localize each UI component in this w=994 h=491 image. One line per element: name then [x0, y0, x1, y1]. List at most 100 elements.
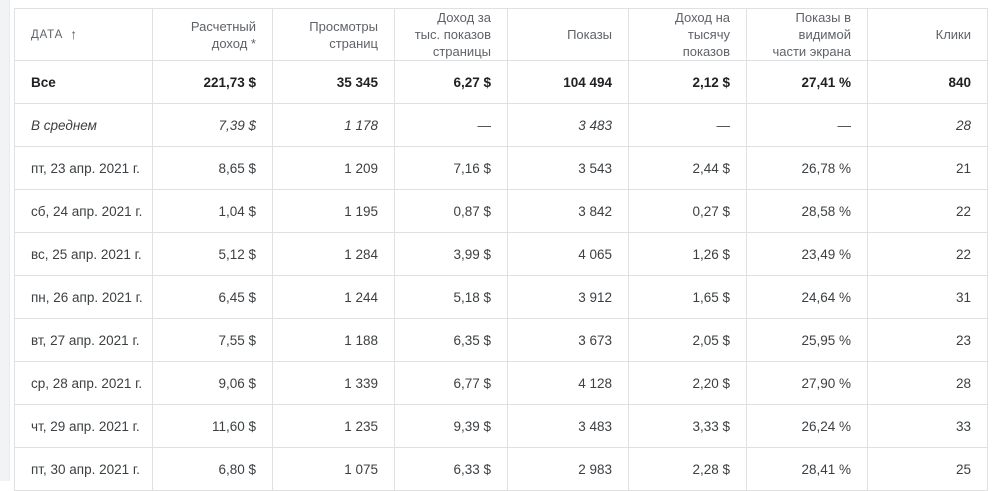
- column-header-date[interactable]: ДАТА ↑: [14, 8, 153, 61]
- value-cell: 104 494: [507, 60, 629, 104]
- value-cell: 5,12 $: [152, 232, 273, 276]
- sort-ascending-icon: ↑: [70, 26, 78, 42]
- value-cell: 7,39 $: [152, 103, 273, 147]
- column-header-estimated-earnings[interactable]: Расчетный доход *: [152, 8, 273, 61]
- date-cell: В среднем: [14, 103, 153, 147]
- value-cell: 7,55 $: [152, 318, 273, 362]
- value-cell: 9,39 $: [394, 404, 508, 448]
- value-cell: 2,20 $: [628, 361, 747, 405]
- column-header-date-label: ДАТА: [31, 29, 64, 41]
- value-cell: 1 075: [272, 447, 395, 491]
- value-cell: 27,41 %: [746, 60, 868, 104]
- value-cell: 3 912: [507, 275, 629, 319]
- value-cell: 6,80 $: [152, 447, 273, 491]
- value-cell: 3 483: [507, 103, 629, 147]
- table-row: ср, 28 апр. 2021 г. 9,06 $ 1 339 6,77 $ …: [14, 361, 988, 405]
- date-cell: чт, 29 апр. 2021 г.: [14, 404, 153, 448]
- column-header-clicks[interactable]: Клики: [867, 8, 988, 61]
- value-cell: 1 284: [272, 232, 395, 276]
- value-cell: 3 543: [507, 146, 629, 190]
- value-cell: —: [628, 103, 747, 147]
- date-cell: пт, 30 апр. 2021 г.: [14, 447, 153, 491]
- value-cell: 2,12 $: [628, 60, 747, 104]
- value-cell: 21: [867, 146, 988, 190]
- value-cell: 1 209: [272, 146, 395, 190]
- value-cell: 3 842: [507, 189, 629, 233]
- average-row: В среднем 7,39 $ 1 178 — 3 483 — — 28: [14, 103, 988, 147]
- value-cell: 1,26 $: [628, 232, 747, 276]
- value-cell: 24,64 %: [746, 275, 868, 319]
- value-cell: 25,95 %: [746, 318, 868, 362]
- value-cell: 3,99 $: [394, 232, 508, 276]
- value-cell: 6,45 $: [152, 275, 273, 319]
- value-cell: 1 235: [272, 404, 395, 448]
- value-cell: 2,28 $: [628, 447, 747, 491]
- value-cell: 1 178: [272, 103, 395, 147]
- value-cell: 28: [867, 361, 988, 405]
- date-cell: пт, 23 апр. 2021 г.: [14, 146, 153, 190]
- table-row: пт, 23 апр. 2021 г. 8,65 $ 1 209 7,16 $ …: [14, 146, 988, 190]
- date-cell: Все: [14, 60, 153, 104]
- value-cell: 221,73 $: [152, 60, 273, 104]
- value-cell: 27,90 %: [746, 361, 868, 405]
- value-cell: —: [394, 103, 508, 147]
- value-cell: 2 983: [507, 447, 629, 491]
- table-row: чт, 29 апр. 2021 г. 11,60 $ 1 235 9,39 $…: [14, 404, 988, 448]
- value-cell: 25: [867, 447, 988, 491]
- value-cell: 3 483: [507, 404, 629, 448]
- value-cell: 1 188: [272, 318, 395, 362]
- date-cell: пн, 26 апр. 2021 г.: [14, 275, 153, 319]
- column-header-page-rpm[interactable]: Доход за тыс. показов страницы: [394, 8, 508, 61]
- totals-row: Все 221,73 $ 35 345 6,27 $ 104 494 2,12 …: [14, 60, 988, 104]
- value-cell: 0,27 $: [628, 189, 747, 233]
- value-cell: 6,77 $: [394, 361, 508, 405]
- value-cell: 35 345: [272, 60, 395, 104]
- value-cell: 1 339: [272, 361, 395, 405]
- value-cell: 7,16 $: [394, 146, 508, 190]
- column-header-page-views[interactable]: Просмотры страниц: [272, 8, 395, 61]
- date-cell: сб, 24 апр. 2021 г.: [14, 189, 153, 233]
- value-cell: 11,60 $: [152, 404, 273, 448]
- value-cell: 1 195: [272, 189, 395, 233]
- value-cell: 22: [867, 232, 988, 276]
- column-header-active-view-viewable[interactable]: Показы в видимой части экрана: [746, 8, 868, 61]
- table-row: вт, 27 апр. 2021 г. 7,55 $ 1 188 6,35 $ …: [14, 318, 988, 362]
- value-cell: 28: [867, 103, 988, 147]
- value-cell: 9,06 $: [152, 361, 273, 405]
- value-cell: 0,87 $: [394, 189, 508, 233]
- table-row: сб, 24 апр. 2021 г. 1,04 $ 1 195 0,87 $ …: [14, 189, 988, 233]
- value-cell: 23: [867, 318, 988, 362]
- value-cell: 4 128: [507, 361, 629, 405]
- value-cell: 26,24 %: [746, 404, 868, 448]
- date-cell: вс, 25 апр. 2021 г.: [14, 232, 153, 276]
- value-cell: 2,44 $: [628, 146, 747, 190]
- table-row: пт, 30 апр. 2021 г. 6,80 $ 1 075 6,33 $ …: [14, 447, 988, 491]
- value-cell: 1,04 $: [152, 189, 273, 233]
- value-cell: 23,49 %: [746, 232, 868, 276]
- value-cell: 3,33 $: [628, 404, 747, 448]
- value-cell: 3 673: [507, 318, 629, 362]
- table-row: пн, 26 апр. 2021 г. 6,45 $ 1 244 5,18 $ …: [14, 275, 988, 319]
- table-row: вс, 25 апр. 2021 г. 5,12 $ 1 284 3,99 $ …: [14, 232, 988, 276]
- value-cell: 6,33 $: [394, 447, 508, 491]
- date-cell: ср, 28 апр. 2021 г.: [14, 361, 153, 405]
- header-row: ДАТА ↑ Расчетный доход * Просмотры страни…: [14, 8, 988, 61]
- report-table-container: ДАТА ↑ Расчетный доход * Просмотры страни…: [14, 8, 988, 491]
- value-cell: 28,58 %: [746, 189, 868, 233]
- value-cell: 1,65 $: [628, 275, 747, 319]
- value-cell: 28,41 %: [746, 447, 868, 491]
- left-panel-edge: [0, 0, 10, 481]
- column-header-impression-rpm[interactable]: Доход на тысячу показов: [628, 8, 747, 61]
- value-cell: —: [746, 103, 868, 147]
- value-cell: 2,05 $: [628, 318, 747, 362]
- value-cell: 33: [867, 404, 988, 448]
- adsense-report-table: ДАТА ↑ Расчетный доход * Просмотры страни…: [14, 8, 988, 491]
- value-cell: 31: [867, 275, 988, 319]
- value-cell: 6,35 $: [394, 318, 508, 362]
- value-cell: 8,65 $: [152, 146, 273, 190]
- value-cell: 5,18 $: [394, 275, 508, 319]
- value-cell: 26,78 %: [746, 146, 868, 190]
- value-cell: 4 065: [507, 232, 629, 276]
- date-cell: вт, 27 апр. 2021 г.: [14, 318, 153, 362]
- column-header-impressions[interactable]: Показы: [507, 8, 629, 61]
